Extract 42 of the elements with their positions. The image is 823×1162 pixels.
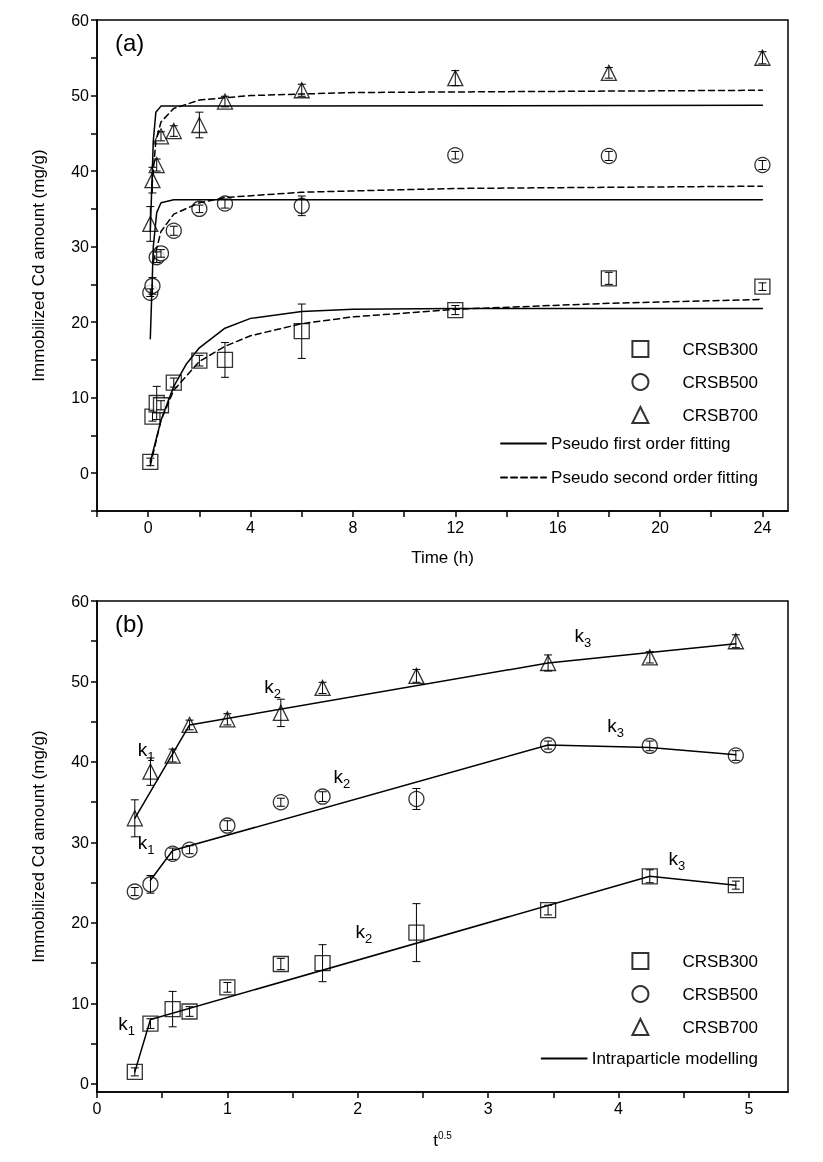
y-tick-label: 60: [71, 592, 90, 610]
x-tick-label: 0: [143, 518, 153, 536]
legend-label: Pseudo second order fitting: [551, 468, 759, 487]
legend-label: Pseudo first order fitting: [551, 434, 731, 453]
y-tick-label: 20: [71, 313, 90, 331]
legend-label: CRSB300: [682, 951, 759, 971]
y-tick-label: 30: [71, 238, 90, 256]
y-tick-label: 20: [71, 914, 90, 932]
y-tick-label: 60: [71, 11, 90, 29]
y-axis-title: Immobilized Cd amount (mg/g): [29, 730, 48, 963]
y-tick-label: 50: [71, 87, 90, 105]
annotation: (b): [115, 609, 145, 637]
x-tick-label: 1: [222, 1099, 232, 1117]
x-tick-label: 20: [651, 518, 670, 536]
y-tick-label: 0: [80, 464, 90, 482]
x-axis-title: Time (h): [411, 548, 474, 567]
x-tick-label: 24: [753, 518, 772, 536]
y-tick-label: 40: [71, 162, 90, 180]
x-tick-label: 3: [483, 1099, 493, 1117]
point: [408, 924, 425, 941]
annotation: (a): [115, 28, 145, 56]
y-tick-label: 10: [71, 389, 90, 407]
legend-label: CRSB500: [682, 984, 759, 1004]
x-tick-label: 4: [614, 1099, 624, 1117]
legend-label: CRSB700: [682, 1017, 759, 1037]
x-tick-label: 8: [348, 518, 358, 536]
legend-label: CRSB300: [682, 339, 759, 359]
y-axis-title: Immobilized Cd amount (mg/g): [29, 149, 48, 382]
y-tick-label: 10: [71, 994, 90, 1012]
y-tick-label: 40: [71, 753, 90, 771]
y-tick-label: 30: [71, 833, 90, 851]
x-tick-label: 0: [92, 1099, 102, 1117]
legend-label: CRSB700: [682, 405, 759, 425]
y-tick-label: 50: [71, 672, 90, 690]
legend-label: Intraparticle modelling: [591, 1049, 759, 1068]
y-tick-label: 0: [80, 1075, 90, 1093]
x-tick-label: 16: [548, 518, 567, 536]
x-tick-label: 12: [446, 518, 465, 536]
x-tick-label: 2: [353, 1099, 363, 1117]
x-tick-label: 4: [246, 518, 256, 536]
x-tick-label: 5: [744, 1099, 754, 1117]
legend-label: CRSB500: [682, 372, 759, 392]
